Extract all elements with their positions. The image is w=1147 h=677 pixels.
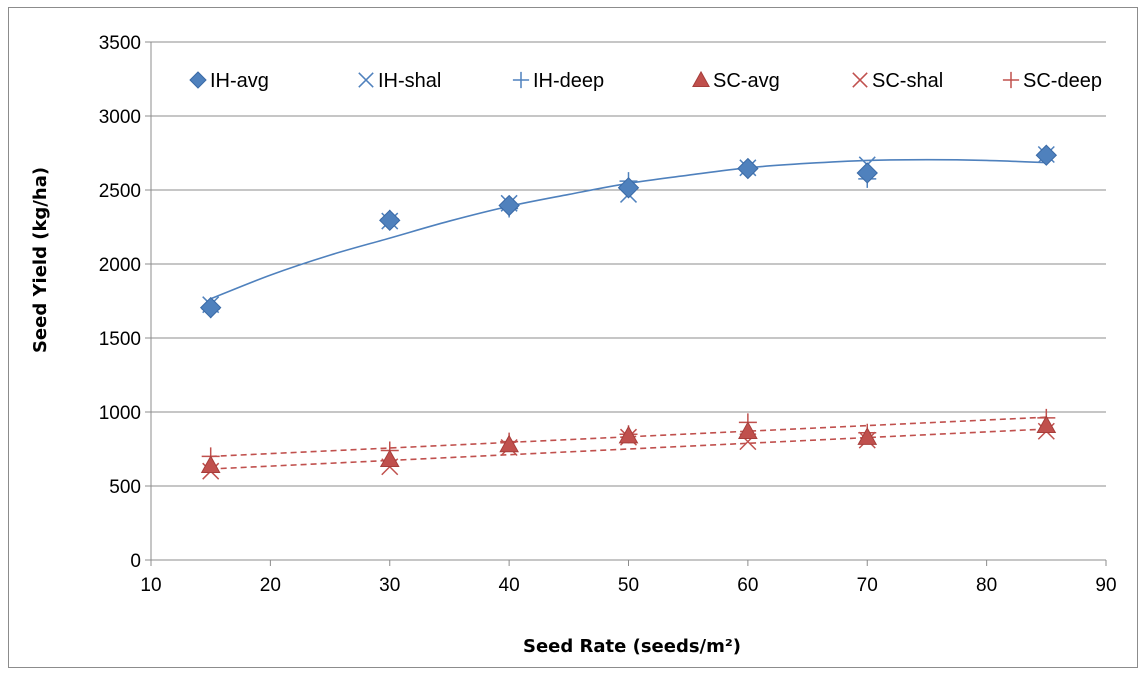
legend-item-ih-shal: IH-shal: [358, 70, 441, 92]
y-tick-label: 1500: [99, 329, 141, 350]
data-points: [199, 144, 1058, 480]
point-sc-avg: [499, 434, 519, 453]
y-tick-label: 2000: [99, 255, 141, 276]
legend-item-sc-shal: SC-shal: [852, 70, 943, 92]
point-ih-avg: [199, 296, 222, 319]
y-tick-label: 3500: [99, 33, 141, 54]
legend: IH-avg IH-shal IH-deep SC-avg SC-shal SC-deep: [189, 70, 1102, 92]
y-tick-label: 2500: [99, 181, 141, 202]
point-sc-avg: [200, 455, 221, 473]
y-tick-label: 0: [130, 551, 141, 572]
trendlines: [210, 158, 1047, 470]
legend-item-ih-avg: IH-avg: [189, 70, 269, 92]
x-tick-label: 70: [857, 575, 878, 596]
legend-marker-ih-shal: [358, 72, 374, 88]
legend-label: IH-avg: [210, 70, 269, 92]
point-ih-avg: [1035, 144, 1058, 166]
point-ih-avg: [737, 157, 759, 180]
legend-label: SC-deep: [1023, 70, 1102, 92]
legend-marker-sc-avg: [692, 70, 710, 87]
x-axis-title: Seed Rate (seeds/m²): [523, 636, 741, 657]
x-tick-label: 50: [618, 575, 639, 596]
point-ih-avg: [379, 209, 401, 232]
point-ih-avg: [856, 162, 878, 184]
legend-label: SC-avg: [713, 70, 780, 92]
tick-labels: 0 500 1000 1500 2000 2500 3000 3500 10 20 30 40 50 60…: [99, 33, 1117, 596]
x-tick-label: 80: [976, 575, 997, 596]
point-sc-avg: [1036, 415, 1057, 434]
legend-item-sc-deep: SC-deep: [1002, 70, 1102, 92]
y-tick-label: 3000: [99, 107, 141, 128]
point-ih-avg: [617, 177, 640, 199]
legend-marker-ih-avg: [189, 71, 207, 89]
point-sc-avg: [857, 427, 878, 445]
legend-item-sc-avg: SC-avg: [692, 70, 780, 92]
x-tick-label: 90: [1095, 575, 1116, 596]
x-tick-label: 30: [379, 575, 400, 596]
gridlines: [145, 41, 1106, 561]
legend-marker-sc-shal: [852, 72, 868, 88]
x-tick-label: 20: [260, 575, 281, 596]
point-sc-avg: [738, 421, 758, 439]
x-tick-label: 40: [499, 575, 520, 596]
x-tick-label: 10: [140, 575, 161, 596]
axes: [150, 42, 1107, 566]
y-tick-label: 1000: [99, 403, 141, 424]
legend-label: SC-shal: [872, 70, 943, 92]
y-axis-title: Seed Yield (kg/ha): [30, 167, 51, 353]
x-tick-label: 60: [737, 575, 758, 596]
point-sc-avg: [618, 425, 639, 444]
y-tick-label: 500: [109, 477, 141, 498]
legend-item-ih-deep: IH-deep: [512, 70, 604, 92]
legend-label: IH-shal: [378, 70, 441, 92]
point-sc-avg: [379, 449, 400, 468]
legend-label: IH-deep: [533, 70, 604, 92]
legend-marker-ih-deep: [512, 71, 530, 89]
point-ih-avg: [498, 194, 520, 217]
legend-marker-sc-deep: [1002, 71, 1020, 89]
